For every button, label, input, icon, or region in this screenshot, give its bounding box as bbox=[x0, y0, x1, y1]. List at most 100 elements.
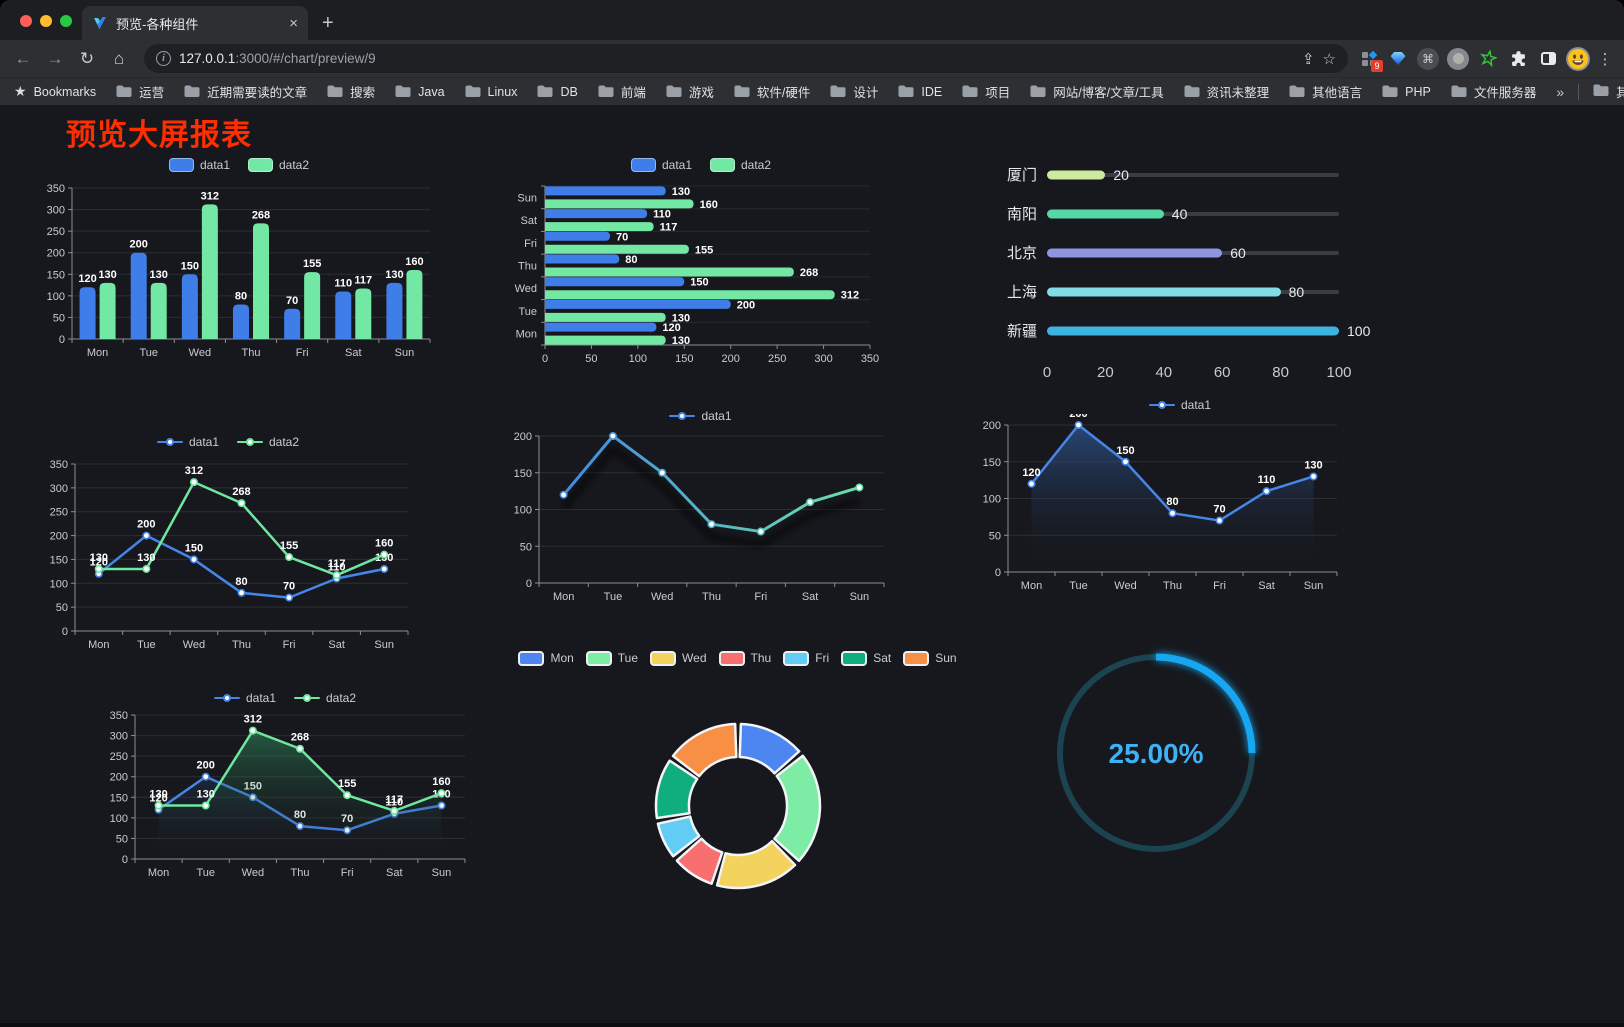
svg-text:150: 150 bbox=[110, 792, 128, 804]
svg-text:70: 70 bbox=[616, 231, 628, 243]
bookmark-folder[interactable]: 其他语言 bbox=[1289, 82, 1362, 101]
legend-item[interactable]: data1 bbox=[1148, 398, 1211, 412]
browser-menu-icon[interactable]: ⋮ bbox=[1597, 50, 1613, 68]
legend-label: data1 bbox=[188, 435, 219, 449]
bookmark-label: DB bbox=[560, 84, 578, 99]
folder-icon bbox=[465, 85, 481, 97]
svg-text:0: 0 bbox=[526, 578, 532, 590]
reload-icon[interactable]: ↻ bbox=[79, 48, 95, 68]
legend-label: data2 bbox=[326, 691, 357, 705]
svg-text:50: 50 bbox=[989, 530, 1001, 542]
url-text[interactable]: 127.0.0.1:3000/#/chart/preview/9 bbox=[179, 51, 376, 66]
svg-text:Thu: Thu bbox=[291, 867, 310, 879]
bookmark-folder[interactable]: PHP bbox=[1382, 82, 1431, 101]
extension-recorder-icon[interactable] bbox=[1446, 47, 1470, 71]
svg-text:100: 100 bbox=[514, 505, 532, 517]
svg-text:Sun: Sun bbox=[432, 867, 452, 879]
bookmark-folder[interactable]: 运营 bbox=[116, 82, 164, 101]
svg-text:268: 268 bbox=[232, 486, 250, 498]
side-panel-icon[interactable] bbox=[1536, 47, 1560, 71]
bookmark-folder[interactable]: 资讯未整理 bbox=[1184, 82, 1269, 101]
bookmark-folder-list: 运营 近期需要读的文章 搜索 Java Linux DB 前端 游戏 软件/硬件 设计 IDE 项目 网… bbox=[116, 82, 1536, 101]
legend-item[interactable]: Sun bbox=[903, 650, 957, 666]
svg-text:110: 110 bbox=[385, 797, 403, 809]
chart-donut[interactable]: Mon Tue Wed Thu Fri Sat Sun bbox=[518, 643, 957, 931]
bookmark-folder[interactable]: 游戏 bbox=[666, 82, 714, 101]
chart-line-gradient[interactable]: data1 0 50 100 150 200 Mon Tue Wed Thu Fri Sat Sun bbox=[503, 401, 898, 615]
chart-bar-horizontal[interactable]: data1 data2 0 50 100 150 200 250 300 350 Sun 130 160… bbox=[505, 150, 897, 375]
extension-grid-icon[interactable]: 9 bbox=[1360, 49, 1383, 72]
window-close-icon[interactable] bbox=[20, 15, 32, 27]
chart-gauge[interactable]: 25.00% bbox=[1040, 645, 1280, 870]
extension-gem-icon[interactable] bbox=[1386, 47, 1410, 71]
bookmarks-overflow-icon[interactable]: » bbox=[1556, 83, 1565, 100]
extension-command-icon[interactable]: ⌘ bbox=[1416, 47, 1440, 71]
chart-line-area-two[interactable]: data1 data2 0 50 100 150 200 250 300 350 Mon Tue Wed… bbox=[95, 683, 475, 893]
legend-item[interactable]: data1 bbox=[630, 158, 692, 172]
chart-line-two-series[interactable]: data1 data2 0 50 100 150 200 250 300 350 Mon Tue Wed… bbox=[40, 427, 416, 661]
chart-bar-grouped[interactable]: data1 data2 0 50 100 150 200 250 300 350 Mon Tue Wed… bbox=[38, 150, 440, 371]
svg-text:200: 200 bbox=[514, 431, 532, 443]
share-icon[interactable]: ⇪ bbox=[1301, 50, 1315, 68]
browser-tab[interactable]: 预览-各种组件 × bbox=[82, 6, 308, 40]
svg-text:200: 200 bbox=[722, 353, 740, 365]
legend-item[interactable]: data2 bbox=[294, 691, 356, 705]
legend-item[interactable]: Fri bbox=[783, 650, 829, 666]
svg-text:Sun: Sun bbox=[395, 347, 415, 359]
window-minimize-icon[interactable] bbox=[40, 15, 52, 27]
bookmark-label: Java bbox=[418, 84, 445, 99]
forward-icon[interactable]: → bbox=[46, 48, 64, 68]
legend-item[interactable]: data1 bbox=[669, 409, 732, 423]
page-content: 预览大屏报表 data1 data2 0 50 100 150 200 250 300 350 Mo… bbox=[0, 105, 1624, 1027]
bookmark-label: 设计 bbox=[853, 86, 879, 100]
profile-avatar[interactable] bbox=[1566, 46, 1590, 71]
progress-label: 上海 bbox=[1006, 284, 1037, 301]
svg-text:Tue: Tue bbox=[137, 639, 156, 651]
folder-icon bbox=[1030, 85, 1046, 97]
bookmark-folder[interactable]: Linux bbox=[465, 82, 517, 101]
extensions-puzzle-icon[interactable] bbox=[1506, 47, 1530, 71]
home-icon[interactable]: ⌂ bbox=[113, 48, 125, 68]
svg-text:150: 150 bbox=[47, 269, 65, 281]
bookmark-star-icon[interactable]: ☆ bbox=[1322, 50, 1336, 68]
legend-item[interactable]: data1 bbox=[213, 691, 276, 705]
address-bar[interactable]: i 127.0.0.1:3000/#/chart/preview/9 ⇪ ☆ bbox=[144, 44, 1348, 73]
chart-line-area[interactable]: data1 0 50 100 150 200 Mon Tue Wed Thu Fri Sat Sun 12… bbox=[975, 390, 1385, 604]
new-tab-button[interactable]: + bbox=[322, 12, 334, 34]
legend-item[interactable]: data1 bbox=[168, 158, 230, 172]
bookmark-folder[interactable]: 项目 bbox=[962, 82, 1010, 101]
legend-item[interactable]: Tue bbox=[585, 650, 638, 666]
legend-item[interactable]: Wed bbox=[650, 650, 707, 666]
bookmark-folder[interactable]: 近期需要读的文章 bbox=[184, 82, 307, 101]
svg-text:50: 50 bbox=[53, 312, 65, 324]
bookmark-folder[interactable]: DB bbox=[537, 82, 578, 101]
bookmark-folder[interactable]: 搜索 bbox=[327, 82, 375, 101]
svg-text:200: 200 bbox=[50, 531, 68, 543]
legend-item[interactable]: data2 bbox=[710, 158, 771, 172]
bookmark-folder[interactable]: IDE bbox=[898, 82, 942, 101]
folder-icon bbox=[598, 85, 614, 97]
svg-text:130: 130 bbox=[672, 335, 690, 347]
tab-close-icon[interactable]: × bbox=[289, 14, 298, 32]
window-zoom-icon[interactable] bbox=[60, 15, 72, 27]
legend-item[interactable]: data2 bbox=[237, 435, 299, 449]
legend-item[interactable]: data1 bbox=[156, 435, 219, 449]
bookmark-folder[interactable]: 设计 bbox=[830, 82, 878, 101]
other-bookmarks-folder[interactable]: 其他书签 bbox=[1593, 82, 1624, 101]
site-info-icon[interactable]: i bbox=[156, 51, 171, 66]
back-icon[interactable]: ← bbox=[14, 48, 32, 68]
bookmark-folder[interactable]: Java bbox=[395, 82, 445, 101]
legend-item[interactable]: Sat bbox=[841, 650, 891, 666]
legend-item[interactable]: data2 bbox=[248, 158, 309, 172]
bookmark-folder[interactable]: 文件服务器 bbox=[1451, 82, 1536, 101]
legend-item[interactable]: Mon bbox=[518, 650, 574, 666]
extension-star-icon[interactable] bbox=[1476, 47, 1500, 71]
bookmark-folder[interactable]: 前端 bbox=[598, 82, 646, 101]
bookmark-folder[interactable]: 软件/硬件 bbox=[734, 82, 810, 101]
chart-progress-bars[interactable]: 厦门 20 南阳 40 北京 60 上海 80 新疆 100 0 20 40 60 80 100 bbox=[995, 155, 1385, 388]
legend-item[interactable]: Thu bbox=[718, 650, 771, 666]
legend-line-marker-icon bbox=[294, 694, 320, 702]
svg-text:Tue: Tue bbox=[196, 867, 215, 879]
bookmark-folder[interactable]: 网站/博客/文章/工具 bbox=[1030, 82, 1164, 101]
bookmarks-manager[interactable]: ★ Bookmarks bbox=[14, 83, 97, 99]
